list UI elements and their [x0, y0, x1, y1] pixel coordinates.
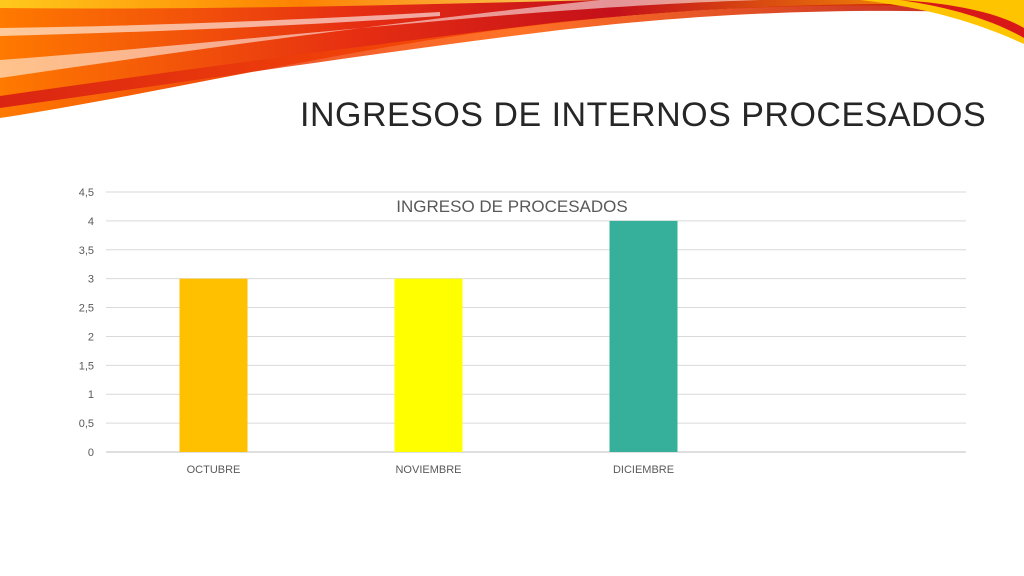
- y-tick-label: 2,5: [79, 303, 94, 315]
- y-tick-label: 3,5: [79, 245, 94, 257]
- y-tick-label: 1,5: [79, 360, 94, 372]
- y-tick-label: 0,5: [79, 418, 94, 430]
- y-tick-label: 2: [88, 331, 94, 343]
- chart-gridlines: [106, 191, 966, 453]
- decorative-header-swoosh: [0, 0, 1024, 118]
- slide-title: INGRESOS DE INTERNOS PROCESADOS: [300, 96, 987, 134]
- x-category-label: DICIEMBRE: [613, 464, 674, 476]
- y-axis-ticks: 0 0,5 1 1,5 2 2,5 3 3,5 4 4,5: [79, 187, 94, 459]
- bar-octubre: [179, 278, 248, 452]
- chart-title: INGRESO DE PROCESADOS: [396, 197, 627, 216]
- y-tick-label: 1: [88, 389, 94, 401]
- bar-noviembre: [394, 278, 463, 452]
- y-tick-label: 4: [88, 216, 94, 228]
- y-tick-label: 3: [88, 274, 94, 286]
- x-axis-categories: OCTUBRE NOVIEMBRE DICIEMBRE: [187, 464, 674, 476]
- chart-bars: [179, 220, 678, 452]
- x-category-label: NOVIEMBRE: [395, 464, 461, 476]
- y-tick-label: 0: [88, 447, 94, 459]
- bar-diciembre: [609, 220, 678, 452]
- y-tick-label: 4,5: [79, 187, 94, 199]
- x-category-label: OCTUBRE: [187, 464, 241, 476]
